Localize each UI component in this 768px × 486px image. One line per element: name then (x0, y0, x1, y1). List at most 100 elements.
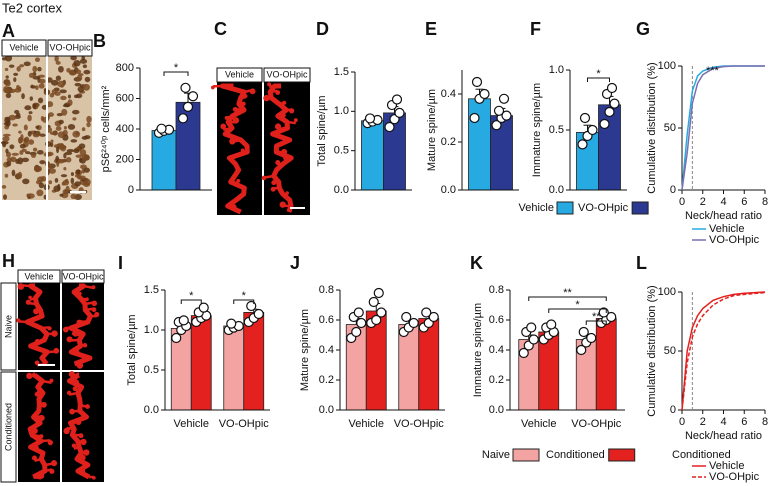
cell (21, 157, 30, 163)
spine-head (285, 191, 289, 195)
spine-head (240, 148, 245, 153)
cell (39, 160, 46, 165)
cell (46, 101, 54, 108)
spine-head (73, 379, 80, 386)
sig-bracket (587, 77, 610, 82)
sig-bracket (233, 299, 255, 304)
spine-head (50, 460, 58, 467)
spine (41, 439, 51, 443)
spine-head (79, 454, 86, 461)
y-tick-label: 1.5 (144, 284, 159, 296)
cell (49, 93, 55, 98)
data-point (246, 300, 257, 312)
x-tick-label: 0 (679, 416, 685, 428)
cell (28, 72, 34, 78)
spine-head (75, 419, 82, 426)
spine (73, 445, 80, 450)
panel-letter: D (316, 19, 329, 39)
cell (72, 117, 77, 121)
spine-head (289, 108, 295, 114)
cell (19, 150, 24, 155)
cell (5, 92, 12, 99)
cell (75, 154, 83, 158)
cell (2, 136, 10, 142)
sig-bracket (585, 320, 607, 325)
dendrite (267, 83, 294, 213)
cell (21, 93, 25, 100)
legend-label: Vehicle (519, 202, 554, 214)
spine-head (243, 93, 248, 99)
image-label: VO-OHpic (266, 69, 308, 79)
y-tick-label: 50 (664, 345, 676, 357)
sig-label: * (189, 290, 194, 302)
cell (84, 76, 91, 83)
legend-swatch (608, 448, 636, 462)
x-tick-label: 4 (720, 416, 726, 428)
spine-head (71, 443, 77, 448)
cell (79, 157, 83, 163)
cell (81, 153, 89, 161)
spine-head (76, 319, 83, 326)
cell (64, 151, 73, 156)
x-tick-label: 6 (741, 416, 747, 428)
panel-letter: J (290, 253, 300, 273)
cell (4, 87, 10, 94)
cell (19, 143, 26, 149)
cell (74, 181, 81, 187)
panel-letter: H (2, 251, 15, 271)
spine-head (66, 336, 73, 343)
label-box (263, 67, 311, 83)
y-axis-label: Mature spine/µm (299, 309, 311, 391)
data-point (187, 91, 199, 102)
cell (55, 146, 60, 154)
x-tick-label: 8 (762, 416, 768, 428)
line-series (681, 291, 766, 411)
cell (67, 124, 76, 130)
spine-head (92, 476, 96, 480)
cell (58, 119, 64, 125)
data-point (408, 317, 419, 329)
sig-label: * (174, 62, 179, 74)
cell (63, 126, 67, 130)
cell (8, 114, 17, 121)
image-label: Vehicle (9, 42, 38, 52)
cell (34, 166, 42, 173)
cell (4, 116, 11, 120)
cell (62, 179, 70, 186)
spine-head (229, 138, 236, 145)
cell (59, 89, 67, 94)
cell (36, 150, 44, 155)
legend-title: Conditioned (672, 449, 731, 461)
data-point (526, 322, 537, 333)
data-point (606, 82, 618, 94)
cell (27, 130, 32, 137)
panel-letter: I (118, 253, 123, 273)
data-point (356, 317, 367, 329)
x-tick-label: VO-OHpic (571, 418, 622, 430)
cell (24, 151, 31, 155)
cell (9, 144, 15, 150)
cell (5, 75, 9, 79)
y-axis-label: Immature spine/µm (472, 303, 484, 397)
x-axis-label: Neck/head ratio (685, 210, 762, 222)
data-point (391, 94, 403, 105)
spine-head (39, 434, 44, 439)
cell (65, 156, 72, 163)
spine-head (62, 326, 69, 333)
y-tick-label: 0.4 (441, 88, 456, 100)
cell (1, 184, 7, 189)
cell (18, 136, 24, 144)
cell (70, 139, 78, 143)
x-tick-label: Vehicle (174, 418, 209, 430)
y-tick-label: 0.2 (489, 374, 504, 386)
data-point (401, 311, 412, 323)
data-point (384, 121, 395, 133)
cell (67, 94, 71, 99)
data-point (198, 302, 209, 313)
legend-label: VO-OHpic (709, 234, 760, 246)
cell (13, 77, 17, 83)
cell (60, 84, 64, 88)
spine-head (94, 311, 100, 317)
spine (29, 426, 36, 431)
